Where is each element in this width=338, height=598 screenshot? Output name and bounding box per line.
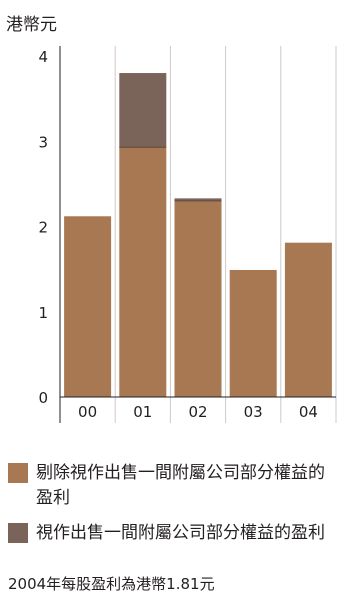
bar-excl-03 (229, 269, 277, 397)
legend-label-excl: 剔除視作出售一間附屬公司部分權益的盈利 (36, 463, 325, 508)
x-tick-label-00: 00 (78, 403, 97, 421)
y-tick-label: 2 (38, 219, 48, 237)
bar-excl-01 (119, 147, 167, 397)
bar-excl-04 (284, 242, 332, 397)
legend: 剔除視作出售一間附屬公司部分權益的盈利 視作出售一間附屬公司部分權益的盈利 (8, 461, 334, 556)
x-tick-label-01: 01 (133, 403, 152, 421)
y-tick-label: 4 (38, 48, 48, 66)
footnote-eps: 2004年每股盈利為港幣1.81元 (8, 575, 215, 593)
x-tick-label-04: 04 (299, 403, 318, 421)
legend-item-excl: 剔除視作出售一間附屬公司部分權益的盈利 (8, 461, 334, 511)
x-tick-label-02: 02 (188, 403, 207, 421)
legend-swatch-excl (8, 463, 28, 483)
legend-label-incl: 視作出售一間附屬公司部分權益的盈利 (36, 523, 325, 543)
bar-incl-01 (119, 73, 167, 148)
legend-swatch-incl (8, 523, 28, 543)
bar-excl-00 (64, 216, 112, 397)
y-tick-label: 3 (38, 133, 48, 151)
y-axis-unit-label: 港幣元 (6, 15, 57, 35)
y-tick-label: 0 (38, 389, 48, 407)
y-tick-label: 1 (38, 304, 48, 322)
bar-incl-02 (174, 198, 222, 201)
bar-excl-02 (174, 200, 222, 397)
x-tick-label-03: 03 (244, 403, 263, 421)
legend-item-incl: 視作出售一間附屬公司部分權益的盈利 (8, 521, 334, 546)
